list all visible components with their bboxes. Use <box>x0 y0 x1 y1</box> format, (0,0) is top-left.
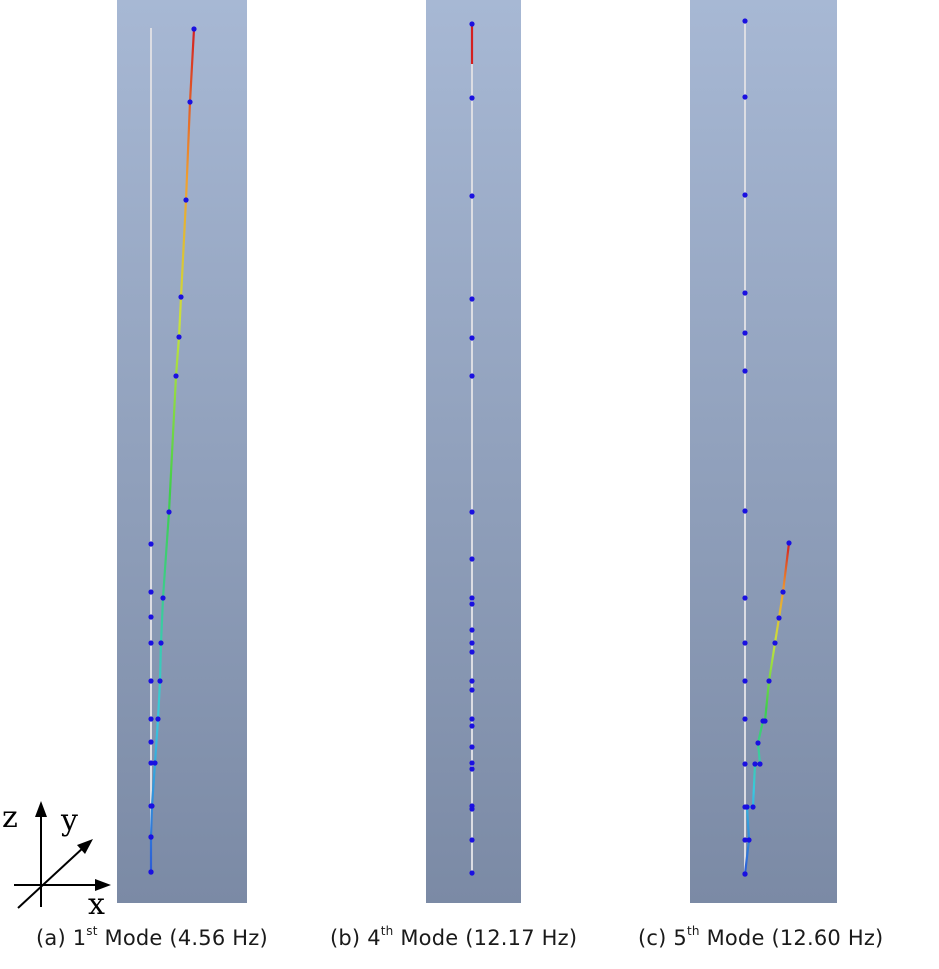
deformed-node-a <box>176 334 182 340</box>
node-b <box>469 744 475 750</box>
deformed-node-a <box>158 640 164 646</box>
node-b <box>469 373 475 379</box>
deformed-node-a <box>149 803 155 809</box>
deformed-node-a <box>155 716 161 722</box>
deformed-node-a <box>183 197 189 203</box>
deformed-node-a <box>148 834 154 840</box>
axis-label-x: x <box>88 887 105 922</box>
reference-node-c <box>742 290 748 296</box>
reference-node-a <box>148 541 154 547</box>
deformed-shape-a <box>149 28 196 872</box>
node-b <box>469 640 475 646</box>
coordinate-axes: z y x <box>2 800 111 922</box>
node-b <box>469 627 475 633</box>
mode-1-panel <box>117 0 247 903</box>
node-b <box>469 335 475 341</box>
reference-node-a <box>148 614 154 620</box>
reference-node-a <box>148 716 154 722</box>
deformed-node-c <box>772 640 778 646</box>
deformed-node-a <box>148 869 154 875</box>
axis-label-y: y <box>60 803 78 838</box>
deformed-node-a <box>152 760 158 766</box>
caption-mode-1: (a) 1st Mode (4.56 Hz) <box>36 924 268 950</box>
deformed-node-c <box>766 678 772 684</box>
node-b <box>469 595 475 601</box>
deformed-node-c <box>752 761 758 767</box>
node-b <box>469 601 475 607</box>
axis-label-z: z <box>2 800 18 835</box>
deformed-node-c <box>755 740 761 746</box>
reference-node-c <box>742 330 748 336</box>
deformed-node-c <box>750 804 756 810</box>
reference-node-c <box>742 18 748 24</box>
node-b <box>469 716 475 722</box>
reference-node-a <box>148 678 154 684</box>
reference-node-c <box>742 761 748 767</box>
node-b <box>469 687 475 693</box>
deformed-node-c <box>780 589 786 595</box>
node-b <box>469 760 475 766</box>
deformed-node-c <box>746 837 752 843</box>
reference-node-a <box>148 589 154 595</box>
reference-node-c <box>742 192 748 198</box>
deformed-node-c <box>742 871 748 877</box>
deformed-node-a <box>160 595 166 601</box>
reference-node-c <box>742 595 748 601</box>
reference-node-c <box>742 716 748 722</box>
reference-node-a <box>148 640 154 646</box>
caption-mode-4: (b) 4th Mode (12.17 Hz) <box>330 924 578 950</box>
node-b <box>469 509 475 515</box>
node-b <box>469 870 475 876</box>
reference-node-c <box>742 368 748 374</box>
node-b <box>469 556 475 562</box>
reference-node-a <box>148 739 154 745</box>
deformed-node-a <box>187 99 193 105</box>
reference-node-c <box>742 678 748 684</box>
reference-node-c <box>742 94 748 100</box>
node-points <box>148 18 792 877</box>
deformed-node-a <box>173 373 179 379</box>
reference-node-c <box>742 640 748 646</box>
deformed-node-c <box>786 540 792 546</box>
deformed-node-c <box>757 761 763 767</box>
mode-5-panel <box>690 0 837 903</box>
deformed-node-a <box>191 26 197 32</box>
node-b <box>469 649 475 655</box>
node-b <box>469 21 475 27</box>
reference-node-c <box>742 837 748 843</box>
deformed-node-a <box>178 294 184 300</box>
node-b <box>469 723 475 729</box>
reference-node-a <box>148 760 154 766</box>
node-b <box>469 678 475 684</box>
caption-mode-5: (c) 5th Mode (12.60 Hz) <box>638 924 884 950</box>
deformed-node-a <box>166 509 172 515</box>
node-b <box>469 296 475 302</box>
node-b <box>469 837 475 843</box>
mode-4-panel <box>426 0 521 903</box>
reference-node-c <box>742 508 748 514</box>
deformed-node-a <box>157 678 163 684</box>
node-b <box>469 193 475 199</box>
node-b <box>469 766 475 772</box>
node-b <box>469 95 475 101</box>
deformed-node-c <box>776 615 782 621</box>
node-b <box>469 806 475 812</box>
deformed-node-c <box>744 804 750 810</box>
deformed-node-c <box>760 718 766 724</box>
